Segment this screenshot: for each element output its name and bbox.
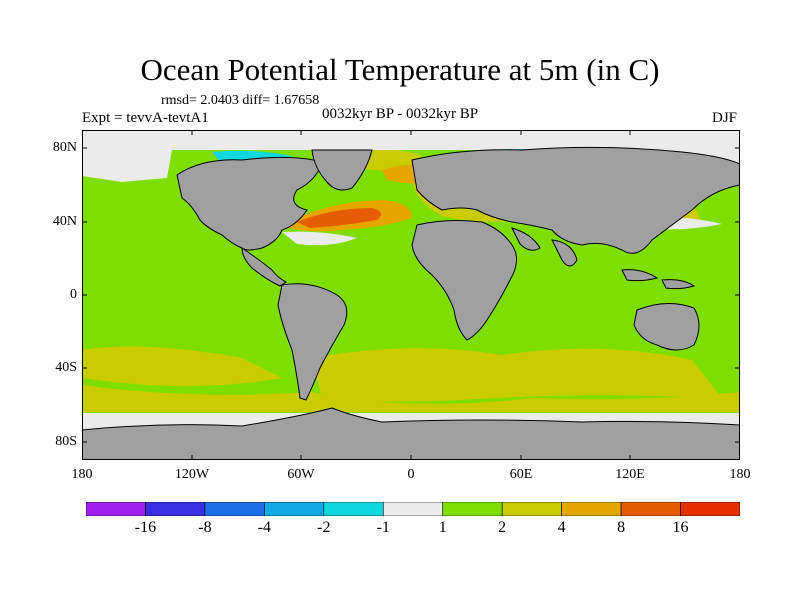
colorbar (85, 501, 741, 517)
colorbar-tick-label: 16 (672, 519, 689, 536)
experiment-label: Expt = tevvA-tevtA1 (82, 110, 209, 126)
colorbar-tick-label: -4 (257, 519, 272, 536)
lon-label-60w: 60W (287, 467, 315, 482)
colorbar-swatch (620, 501, 681, 517)
lon-label-180w: 180 (71, 467, 93, 482)
lon-ticks (191, 130, 631, 460)
lat-label-40n: 40N (52, 214, 77, 229)
colorbar-tick-label: 2 (498, 519, 507, 536)
lat-label-0: 0 (70, 287, 77, 302)
colorbar-swatch (561, 501, 622, 517)
colorbar-swatch (264, 501, 325, 517)
colorbar-swatch (85, 501, 146, 517)
map-title: Ocean Potential Temperature at 5m (in C) (140, 52, 660, 87)
colorbar-tick-label: -1 (376, 519, 390, 536)
colorbar-swatch (323, 501, 384, 517)
lon-label-0: 0 (407, 467, 415, 482)
period-label: 0032kyr BP - 0032kyr BP (322, 106, 479, 122)
map-panel (82, 130, 740, 460)
colorbar-tick-label: 1 (438, 519, 447, 536)
lat-label-40s: 40S (55, 360, 77, 375)
lon-label-120w: 120W (174, 467, 210, 482)
lon-label-60e: 60E (509, 467, 533, 482)
colorbar-swatch (204, 501, 265, 517)
colorbar-swatch (680, 501, 741, 517)
colorbar-swatches (85, 501, 741, 517)
lon-label-120e: 120E (615, 467, 645, 482)
lat-label-80n: 80N (52, 140, 77, 155)
anomaly-warm-atlantic (282, 164, 442, 232)
colorbar-tick-label: 8 (617, 519, 626, 536)
colorbar-tick-label: 4 (557, 519, 566, 536)
lon-label-180e: 180 (729, 467, 751, 482)
season-label: DJF (712, 110, 738, 126)
colorbar-tick-label: -8 (198, 519, 212, 536)
rmsd-diff-stats: rmsd= 2.0403 diff= 1.67658 (161, 93, 320, 108)
land-masses (82, 146, 740, 460)
lat-label-80s: 80S (55, 434, 77, 449)
lat-ticks (82, 147, 740, 443)
colorbar-tick-label: -2 (317, 519, 331, 536)
colorbar-swatch (145, 501, 206, 517)
map-canvas (82, 130, 740, 460)
colorbar-swatch (442, 501, 503, 517)
colorbar-swatch (382, 501, 444, 517)
colorbar-tick-label: -16 (134, 519, 157, 536)
colorbar-swatch (501, 501, 562, 517)
